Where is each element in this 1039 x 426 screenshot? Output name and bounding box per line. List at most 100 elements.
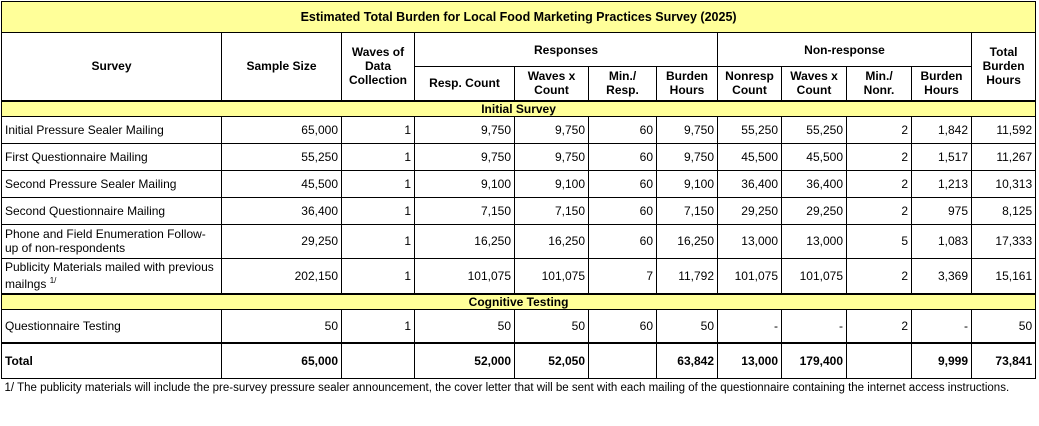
value-cell: 60 <box>588 223 657 259</box>
value-cell: 2 <box>846 196 912 225</box>
total-row: Total 65,000 52,000 52,050 63,842 13,000 179,4… <box>1 341 1037 379</box>
value-cell: 60 <box>588 196 657 225</box>
value-cell: 16,250 <box>414 223 515 259</box>
value-cell: 45,500 <box>717 142 782 171</box>
data-row: Phone and Field Enumeration Follow-up of… <box>1 223 1037 259</box>
value-cell: 1,083 <box>911 223 972 259</box>
value-cell: 975 <box>911 196 972 225</box>
value-cell: 9,100 <box>514 169 589 198</box>
header-cell: Sample Size <box>221 32 342 101</box>
value-cell: 65,000 <box>221 115 342 144</box>
value-cell: 7,150 <box>514 196 589 225</box>
total-cell <box>588 341 657 379</box>
value-cell: 29,250 <box>717 196 782 225</box>
footnote-ref: 1/ <box>49 276 57 286</box>
value-cell: 50 <box>970 309 1037 343</box>
value-cell: 9,100 <box>656 169 718 198</box>
total-cell: 65,000 <box>221 341 342 379</box>
value-cell: 1 <box>341 142 415 171</box>
value-cell: 101,075 <box>717 257 782 295</box>
table-body: Estimated Total Burden for Local Food Ma… <box>0 1 1037 415</box>
footnote: 1/ The publicity materials will include … <box>4 381 1010 394</box>
header-row: Survey Sample Size Waves of Data Collectio… <box>1 32 1037 101</box>
value-cell: 60 <box>588 309 657 343</box>
value-cell: 101,075 <box>414 257 515 295</box>
value-cell: 50 <box>414 309 515 343</box>
value-cell: 10,313 <box>970 169 1037 198</box>
value-cell: 2 <box>846 309 912 343</box>
value-cell: 5 <box>846 223 912 259</box>
data-row: First Questionnaire Mailing 55,250 1 9,750 9… <box>1 142 1037 171</box>
value-cell: 16,250 <box>514 223 589 259</box>
total-cell: 179,400 <box>781 341 847 379</box>
header-group: Non-response <box>717 32 972 67</box>
header-subcell: Nonresp Count <box>717 66 782 101</box>
value-cell: 101,075 <box>514 257 589 295</box>
value-cell: 17,333 <box>970 223 1037 259</box>
survey-label: Questionnaire Testing <box>1 309 222 343</box>
value-cell: 50 <box>514 309 589 343</box>
value-cell: 9,750 <box>514 115 589 144</box>
header-subcell: Resp. Count <box>414 66 515 101</box>
value-cell: 11,792 <box>656 257 718 295</box>
value-cell: - <box>781 309 847 343</box>
header-subrow: Resp. Count Waves x Count Min./ Resp. Burde… <box>2 66 1036 101</box>
value-cell: 55,250 <box>781 115 847 144</box>
value-cell: 50 <box>221 309 342 343</box>
section-title: Cognitive Testing <box>0 293 1037 310</box>
footnote-row: 1/ The publicity materials will include … <box>2 378 1036 415</box>
survey-label: Initial Pressure Sealer Mailing <box>1 115 222 144</box>
value-cell: 3,369 <box>911 257 972 295</box>
header-subcell: Waves x Count <box>781 66 847 101</box>
table-wrap: Estimated Total Burden for Local Food Ma… <box>0 1 1037 415</box>
data-row: Initial Pressure Sealer Mailing 65,000 1 9,… <box>1 115 1037 144</box>
header-cell: Total Burden Hours <box>970 32 1037 101</box>
value-cell: 50 <box>656 309 718 343</box>
data-row: Questionnaire Testing 50 1 50 50 60 50- -2-50 <box>1 309 1037 343</box>
burden-table: Estimated Total Burden for Local Food Ma… <box>0 1 1037 415</box>
value-cell: 1 <box>341 115 415 144</box>
value-cell: - <box>717 309 782 343</box>
total-cell: 52,050 <box>514 341 589 379</box>
value-cell: 13,000 <box>781 223 847 259</box>
header-subcell: Burden Hours <box>656 66 718 101</box>
value-cell: 36,400 <box>781 169 847 198</box>
value-cell: 45,500 <box>781 142 847 171</box>
value-cell: 36,400 <box>717 169 782 198</box>
survey-label: Second Pressure Sealer Mailing <box>1 169 222 198</box>
header-group: Responses <box>414 32 718 67</box>
total-cell: 52,000 <box>414 341 515 379</box>
section-row: Initial Survey <box>0 99 1037 117</box>
value-cell: 2 <box>846 257 912 295</box>
header-subcell: Burden Hours <box>911 66 972 101</box>
value-cell: 202,150 <box>221 257 342 295</box>
section-row: Cognitive Testing <box>0 293 1037 310</box>
total-cell <box>846 341 912 379</box>
value-cell: 60 <box>588 142 657 171</box>
value-cell: 9,750 <box>656 115 718 144</box>
survey-label: Second Questionnaire Mailing <box>1 196 222 225</box>
value-cell: 7 <box>588 257 657 295</box>
value-cell: 1,213 <box>911 169 972 198</box>
survey-label: First Questionnaire Mailing <box>1 142 222 171</box>
section-title: Initial Survey <box>0 99 1037 117</box>
value-cell: 15,161 <box>970 257 1037 295</box>
value-cell: 2 <box>846 169 912 198</box>
data-row: Second Pressure Sealer Mailing 45,500 1 9,1… <box>1 169 1037 198</box>
survey-label: Publicity Materials mailed with previous… <box>1 257 222 295</box>
data-row: Second Questionnaire Mailing 36,400 1 7,150… <box>1 196 1037 225</box>
data-row: Publicity Materials mailed with previous… <box>1 257 1037 295</box>
value-cell: 13,000 <box>717 223 782 259</box>
header-subcell: Waves x Count <box>514 66 589 101</box>
value-cell: 7,150 <box>656 196 718 225</box>
value-cell: 55,250 <box>717 115 782 144</box>
table-title: Estimated Total Burden for Local Food Ma… <box>0 1 1037 33</box>
value-cell: 2 <box>846 142 912 171</box>
value-cell: 101,075 <box>781 257 847 295</box>
value-cell: 9,100 <box>414 169 515 198</box>
value-cell: 16,250 <box>656 223 718 259</box>
value-cell: 1,517 <box>911 142 972 171</box>
value-cell: 1 <box>341 309 415 343</box>
value-cell: 1 <box>341 196 415 225</box>
